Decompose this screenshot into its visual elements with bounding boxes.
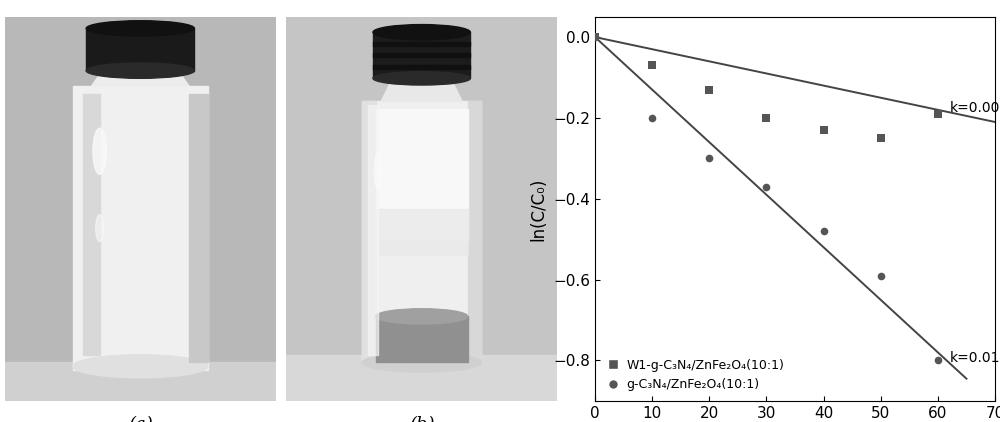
Polygon shape — [373, 32, 470, 78]
Polygon shape — [362, 101, 481, 362]
Text: (b): (b) — [409, 416, 434, 422]
Polygon shape — [381, 74, 462, 101]
Ellipse shape — [373, 72, 470, 85]
Polygon shape — [376, 109, 468, 240]
Y-axis label: ln(C/C₀): ln(C/C₀) — [530, 177, 548, 241]
Polygon shape — [468, 101, 481, 362]
Text: k=0.003: k=0.003 — [949, 101, 1000, 115]
Polygon shape — [376, 316, 468, 362]
Polygon shape — [83, 94, 100, 355]
Polygon shape — [5, 362, 276, 401]
Legend: W1-g-C₃N₄/ZnFe₂O₄(10:1), g-C₃N₄/ZnFe₂O₄(10:1): W1-g-C₃N₄/ZnFe₂O₄(10:1), g-C₃N₄/ZnFe₂O₄(… — [601, 355, 788, 395]
Ellipse shape — [374, 151, 382, 189]
Text: (a): (a) — [128, 416, 153, 422]
Ellipse shape — [93, 128, 106, 174]
Polygon shape — [368, 105, 378, 355]
Ellipse shape — [86, 63, 194, 78]
Polygon shape — [86, 28, 194, 70]
Polygon shape — [362, 101, 376, 362]
Text: k=0.013: k=0.013 — [949, 352, 1000, 365]
Polygon shape — [373, 53, 470, 57]
Ellipse shape — [86, 21, 194, 36]
Polygon shape — [286, 17, 557, 401]
Ellipse shape — [73, 355, 208, 378]
Polygon shape — [373, 65, 470, 69]
Polygon shape — [286, 355, 557, 401]
Polygon shape — [189, 94, 208, 362]
Ellipse shape — [362, 353, 481, 372]
Polygon shape — [73, 86, 208, 370]
Polygon shape — [376, 209, 468, 255]
Ellipse shape — [96, 215, 104, 241]
Polygon shape — [92, 63, 189, 86]
Ellipse shape — [373, 24, 470, 40]
Polygon shape — [373, 42, 470, 46]
Polygon shape — [5, 17, 276, 401]
Ellipse shape — [376, 309, 468, 324]
